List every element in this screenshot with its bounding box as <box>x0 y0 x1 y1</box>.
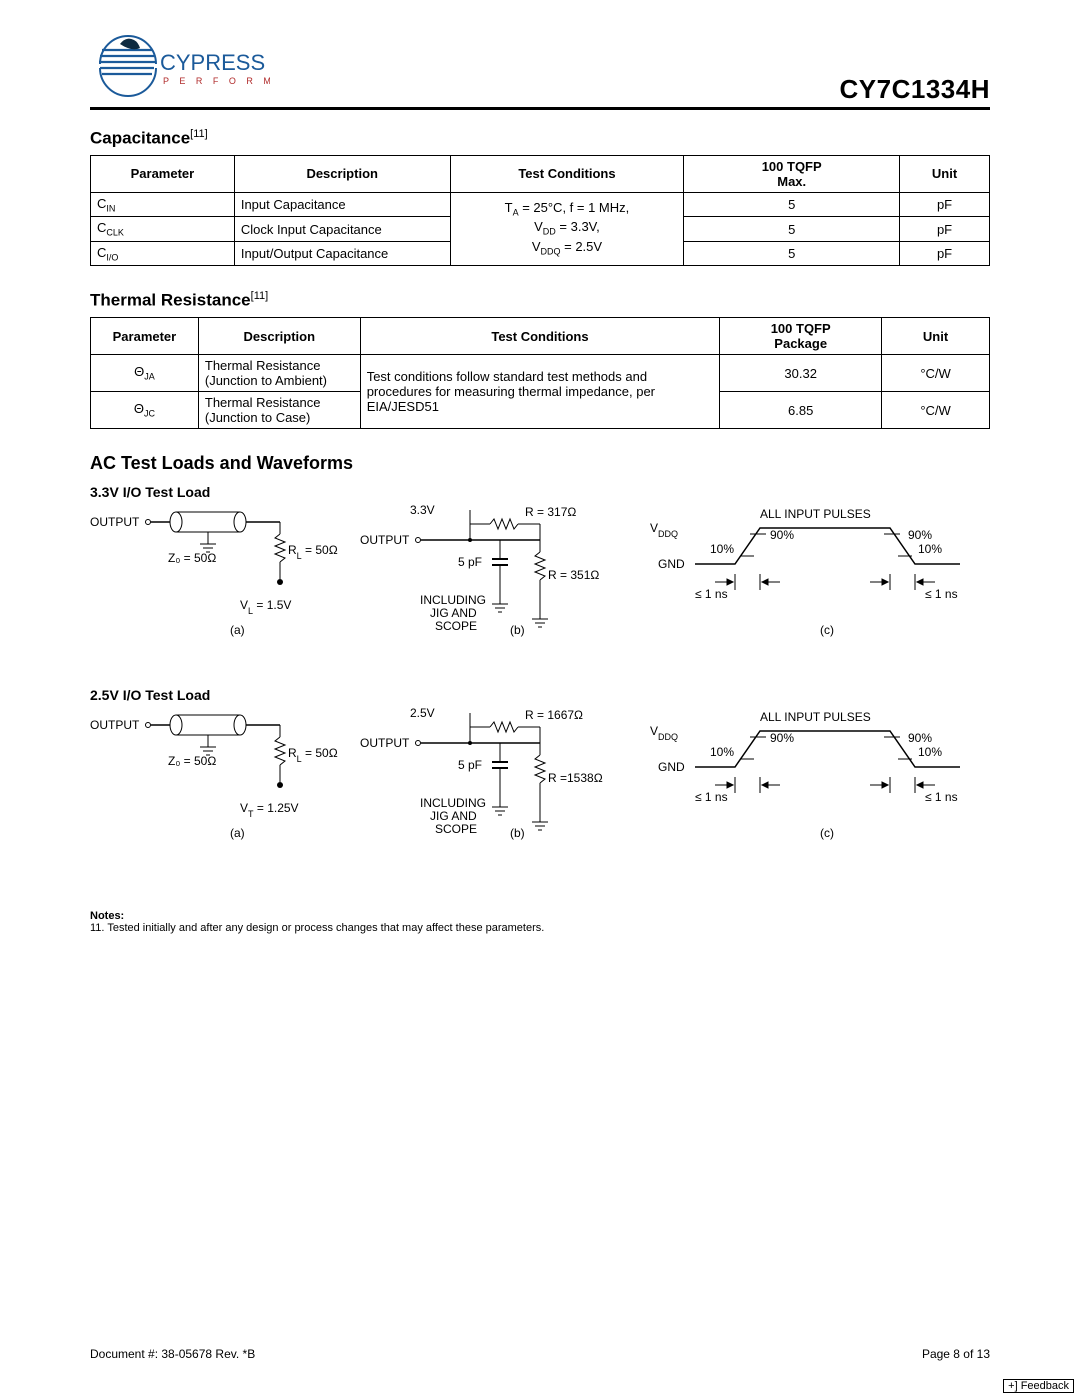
svg-text:5 pF: 5 pF <box>458 555 482 569</box>
svg-text:(c): (c) <box>820 826 834 840</box>
diagram-title-25v: 2.5V I/O Test Load <box>90 687 990 703</box>
svg-text:(b): (b) <box>510 623 525 637</box>
svg-text:Z₀ = 50Ω: Z₀ = 50Ω <box>168 551 216 565</box>
thermal-table: Parameter Description Test Conditions 10… <box>90 317 990 429</box>
svg-text:JIG AND: JIG AND <box>430 809 477 823</box>
svg-text:(a): (a) <box>230 623 245 637</box>
svg-text:(c): (c) <box>820 623 834 637</box>
section-title-ac: AC Test Loads and Waveforms <box>90 453 990 474</box>
svg-text:JIG AND: JIG AND <box>430 606 477 620</box>
diagram-svg-25v: OUTPUT Z₀ = 50Ω RL = 50Ω VT = 1.25V <box>90 707 990 877</box>
svg-text:Z₀ = 50Ω: Z₀ = 50Ω <box>168 754 216 768</box>
svg-text:VDDQ: VDDQ <box>650 724 678 742</box>
diagram-25v: 2.5V I/O Test Load OUTPUT Z₀ = 50Ω <box>90 687 990 880</box>
company-logo: CYPRESS P E R F O R M <box>90 30 270 105</box>
svg-text:VDDQ: VDDQ <box>650 521 678 539</box>
diagram-svg-33v: OUTPUT Z₀ = 50Ω RL = 5 <box>90 504 990 674</box>
page-footer: Document #: 38-05678 Rev. *B Page 8 of 1… <box>90 1347 990 1361</box>
svg-text:(a): (a) <box>230 826 245 840</box>
svg-text:INCLUDING: INCLUDING <box>420 593 486 607</box>
logo-text: CYPRESS <box>160 50 265 75</box>
svg-text:3.3V: 3.3V <box>410 504 435 517</box>
doc-number: Document #: 38-05678 Rev. *B <box>90 1347 255 1361</box>
svg-text:GND: GND <box>658 557 685 571</box>
svg-text:≤ 1 ns: ≤ 1 ns <box>695 587 728 601</box>
svg-text:≤ 1 ns: ≤ 1 ns <box>925 790 958 804</box>
svg-text:10%: 10% <box>918 745 942 759</box>
col-parameter: Parameter <box>91 155 235 192</box>
svg-text:≤ 1 ns: ≤ 1 ns <box>925 587 958 601</box>
part-number: CY7C1334H <box>840 74 990 105</box>
table-row: ΘJA Thermal Resistance (Junction to Ambi… <box>91 355 990 392</box>
svg-text:90%: 90% <box>908 731 932 745</box>
svg-text:R = 317Ω: R = 317Ω <box>525 505 576 519</box>
col-unit: Unit <box>882 318 990 355</box>
svg-text:5 pF: 5 pF <box>458 758 482 772</box>
svg-text:10%: 10% <box>918 542 942 556</box>
section-title-capacitance: Capacitance[11] <box>90 128 990 149</box>
capacitance-table: Parameter Description Test Conditions 10… <box>90 155 990 267</box>
svg-text:R = 351Ω: R = 351Ω <box>548 568 599 582</box>
page-number: Page 8 of 13 <box>922 1347 990 1361</box>
note-11: 11. Tested initially and after any desig… <box>90 922 990 934</box>
col-max: 100 TQFPMax. <box>684 155 900 192</box>
svg-text:90%: 90% <box>770 731 794 745</box>
feedback-button[interactable]: +] Feedback <box>1003 1379 1074 1393</box>
table-row: CIN Input Capacitance TA = 25°C, f = 1 M… <box>91 192 990 217</box>
svg-text:ALL INPUT PULSES: ALL INPUT PULSES <box>760 507 871 521</box>
col-description: Description <box>234 155 450 192</box>
svg-text:OUTPUT: OUTPUT <box>90 515 140 529</box>
svg-text:90%: 90% <box>908 528 932 542</box>
svg-text:≤ 1 ns: ≤ 1 ns <box>695 790 728 804</box>
col-description: Description <box>198 318 360 355</box>
svg-text:RL = 50Ω: RL = 50Ω <box>288 746 338 764</box>
svg-text:OUTPUT: OUTPUT <box>90 718 140 732</box>
col-unit: Unit <box>900 155 990 192</box>
page-header: CYPRESS P E R F O R M CY7C1334H <box>90 30 990 110</box>
svg-text:INCLUDING: INCLUDING <box>420 796 486 810</box>
diagram-33v: 3.3V I/O Test Load OUTPUT Z₀ = 50Ω <box>90 484 990 677</box>
col-test-conditions: Test Conditions <box>450 155 684 192</box>
svg-text:R = 1667Ω: R = 1667Ω <box>525 708 583 722</box>
svg-text:2.5V: 2.5V <box>410 707 435 720</box>
col-package: 100 TQFPPackage <box>720 318 882 355</box>
svg-text:OUTPUT: OUTPUT <box>360 533 410 547</box>
svg-text:R =1538Ω: R =1538Ω <box>548 771 603 785</box>
col-parameter: Parameter <box>91 318 199 355</box>
svg-text:(b): (b) <box>510 826 525 840</box>
svg-text:10%: 10% <box>710 745 734 759</box>
svg-text:10%: 10% <box>710 542 734 556</box>
diagram-title-33v: 3.3V I/O Test Load <box>90 484 990 500</box>
svg-text:SCOPE: SCOPE <box>435 619 477 633</box>
svg-text:GND: GND <box>658 760 685 774</box>
notes-label: Notes: <box>90 910 990 922</box>
svg-text:VL = 1.5V: VL = 1.5V <box>240 598 291 616</box>
col-test-conditions: Test Conditions <box>360 318 720 355</box>
svg-text:ALL INPUT PULSES: ALL INPUT PULSES <box>760 710 871 724</box>
svg-text:90%: 90% <box>770 528 794 542</box>
svg-text:RL = 50Ω: RL = 50Ω <box>288 543 338 561</box>
logo-tagline: P E R F O R M <box>163 76 270 86</box>
svg-text:VT = 1.25V: VT = 1.25V <box>240 801 299 819</box>
section-title-thermal: Thermal Resistance[11] <box>90 290 990 311</box>
svg-text:OUTPUT: OUTPUT <box>360 736 410 750</box>
svg-text:SCOPE: SCOPE <box>435 822 477 836</box>
